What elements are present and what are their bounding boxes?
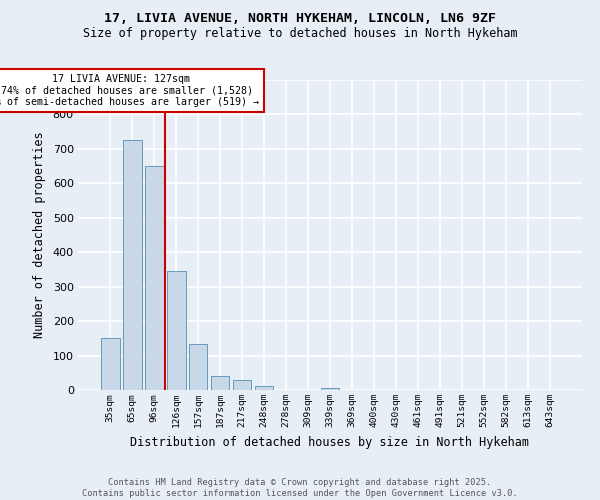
Bar	[189, 344, 208, 390]
Text: 17, LIVIA AVENUE, NORTH HYKEHAM, LINCOLN, LN6 9ZF: 17, LIVIA AVENUE, NORTH HYKEHAM, LINCOLN…	[104, 12, 496, 26]
Y-axis label: Number of detached properties: Number of detached properties	[33, 132, 46, 338]
Bar	[145, 166, 164, 390]
Bar	[320, 388, 340, 390]
Text: 17 LIVIA AVENUE: 127sqm
← 74% of detached houses are smaller (1,528)
25% of semi: 17 LIVIA AVENUE: 127sqm ← 74% of detache…	[0, 74, 259, 107]
Bar	[233, 380, 251, 390]
Bar	[211, 376, 229, 390]
Bar	[255, 386, 274, 390]
Bar	[167, 271, 185, 390]
Bar	[123, 140, 142, 390]
Bar	[101, 338, 119, 390]
Text: Contains HM Land Registry data © Crown copyright and database right 2025.
Contai: Contains HM Land Registry data © Crown c…	[82, 478, 518, 498]
X-axis label: Distribution of detached houses by size in North Hykeham: Distribution of detached houses by size …	[131, 436, 530, 448]
Text: Size of property relative to detached houses in North Hykeham: Size of property relative to detached ho…	[83, 28, 517, 40]
